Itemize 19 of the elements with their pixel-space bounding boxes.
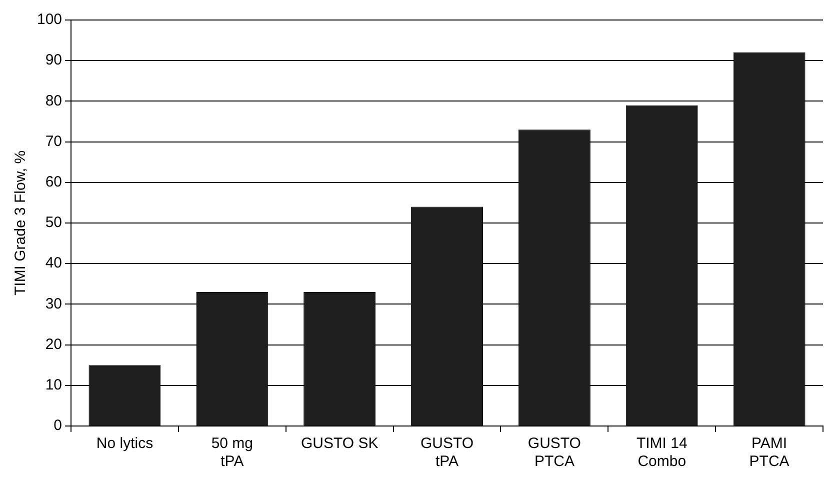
x-tick-label: GUSTO PTCA (528, 435, 581, 470)
y-tick-label: 40 (45, 254, 62, 272)
x-tick-label: PAMI PTCA (749, 435, 790, 470)
x-tick-label: 50 mg tPA (211, 435, 254, 470)
y-tick-label: 20 (45, 336, 62, 353)
x-tick-label: GUSTO tPA (420, 435, 474, 470)
y-tick-label: 0 (54, 417, 62, 434)
y-tick-label: 30 (45, 295, 62, 312)
y-axis-title: TIMI Grade 3 Flow, % (12, 150, 30, 296)
y-tick-label: 100 (36, 11, 62, 28)
y-tick-label: 60 (45, 174, 62, 191)
x-tick-label: GUSTO SK (300, 435, 378, 452)
x-tick-label: TIMI 14 Combo (636, 435, 688, 470)
y-tick-label: 80 (45, 92, 62, 110)
y-tick-label: 90 (45, 52, 62, 69)
x-tick-label: No lytics (96, 435, 154, 452)
y-tick-label: 70 (45, 132, 62, 150)
y-tick-label: 50 (45, 214, 62, 232)
y-tick-label: 10 (45, 376, 62, 394)
